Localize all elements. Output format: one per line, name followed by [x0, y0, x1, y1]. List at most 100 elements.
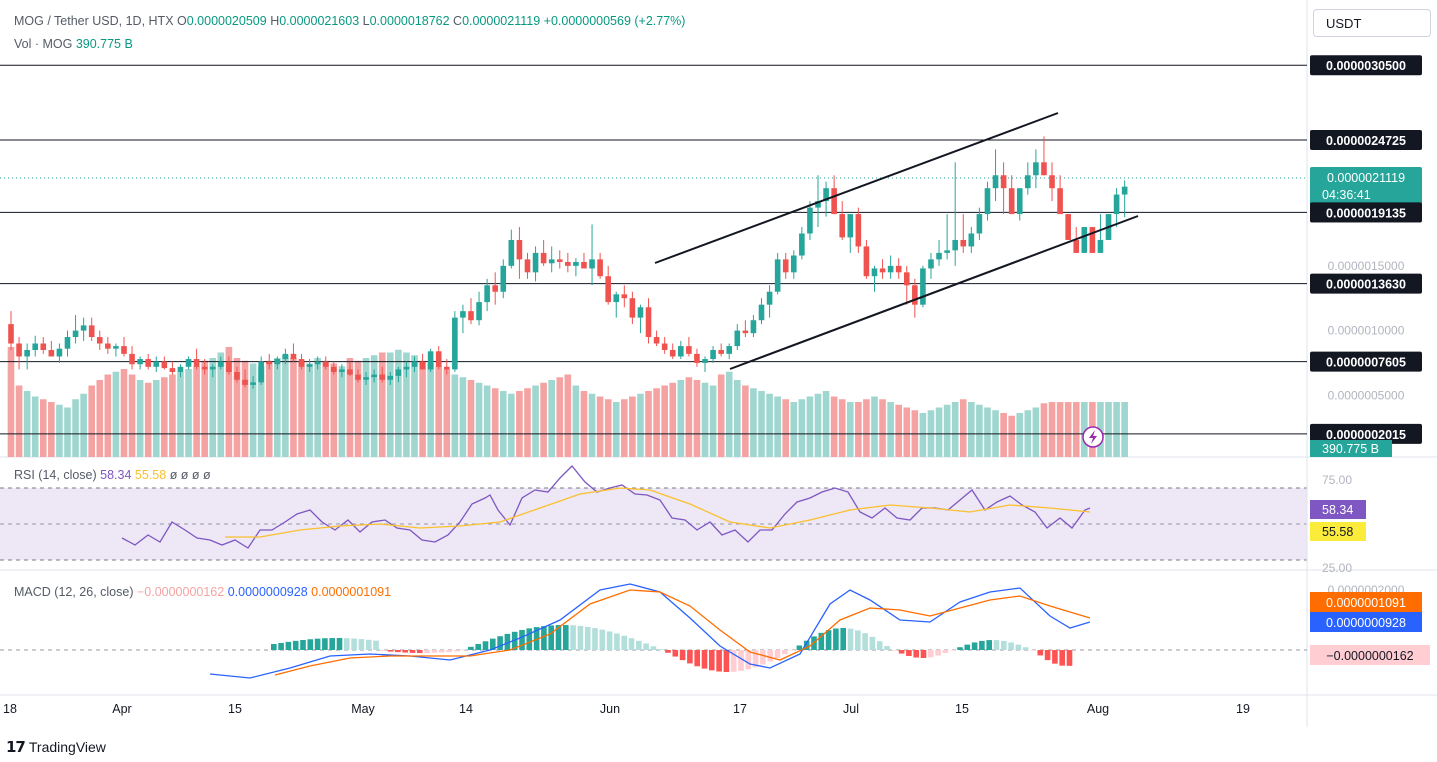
volume-bar	[951, 402, 959, 457]
macd-histogram-bar	[519, 629, 525, 650]
macd-histogram-bar	[621, 635, 627, 650]
level-badge	[1310, 55, 1422, 76]
rsi-value: 58.34	[100, 468, 132, 482]
candle	[855, 214, 862, 247]
volume-bar	[1056, 402, 1064, 457]
rsi-ma-value: 55.58	[134, 468, 167, 482]
volume-bar	[395, 349, 402, 457]
candle	[629, 298, 636, 318]
volume-bar	[225, 347, 233, 457]
rsi-ma-line	[225, 487, 1091, 538]
macd-histogram-bar	[745, 650, 752, 670]
macd-histogram-bar	[935, 650, 941, 656]
volume-bar	[661, 385, 668, 457]
candle	[1073, 239, 1080, 253]
candle	[823, 188, 829, 202]
candle	[669, 349, 676, 357]
macd-histogram-bar	[614, 633, 620, 650]
candle	[452, 317, 458, 370]
candle	[516, 239, 523, 260]
candle	[637, 307, 644, 318]
volume-bar	[984, 407, 991, 457]
volume-bar	[871, 396, 878, 457]
lightning-icon[interactable]	[1082, 426, 1104, 448]
channel-lower-line	[729, 215, 1139, 370]
candle	[500, 265, 507, 292]
candle	[847, 214, 854, 238]
volume-bar	[516, 391, 523, 457]
current-price-badge	[1310, 167, 1422, 205]
volume-bar	[790, 402, 798, 457]
macd-histogram-bar	[365, 639, 372, 650]
volume-bar	[604, 399, 612, 457]
candle	[306, 364, 313, 367]
tradingview-logo[interactable]: 𝟭𝟳 TradingView	[6, 738, 106, 756]
volume-bar	[31, 396, 39, 457]
volume-bar	[887, 402, 894, 457]
candle	[484, 285, 490, 303]
volume-bar	[56, 404, 63, 457]
candle	[56, 348, 63, 357]
volume-bar	[685, 377, 693, 457]
candle	[282, 353, 289, 360]
volume-bar	[499, 391, 507, 457]
candle	[48, 349, 55, 357]
macd-histogram-bar	[278, 642, 284, 650]
time-axis-label: 15	[955, 702, 969, 716]
macd-histogram-bar	[855, 630, 861, 650]
volume-bar	[427, 363, 434, 457]
candle	[427, 351, 434, 370]
candle	[161, 361, 168, 369]
volume-bar	[386, 352, 394, 457]
volume-bar	[314, 358, 321, 457]
candle	[556, 259, 563, 262]
volume-bar	[185, 369, 192, 457]
volume-bar	[419, 360, 426, 457]
volume-bar	[935, 407, 943, 457]
macd-histogram-bar	[913, 650, 919, 658]
candle	[387, 375, 394, 380]
high-value: 0.0000021603	[279, 14, 360, 28]
macd-histogram-bar	[417, 650, 423, 653]
volume-bar	[782, 399, 790, 457]
candle	[1033, 162, 1039, 176]
candle	[742, 330, 749, 334]
macd-histogram-bar	[964, 644, 971, 650]
volume-bar	[274, 358, 281, 457]
symbol-title[interactable]: MOG / Tether USD, 1D, HTX	[14, 14, 174, 28]
candle	[234, 371, 240, 380]
macd-histogram-bar	[752, 650, 759, 668]
candle	[113, 346, 119, 349]
candle	[879, 268, 886, 273]
volume-bar	[411, 355, 418, 457]
volume-bar	[48, 402, 55, 457]
macd-hist-value: −0.0000000162	[136, 585, 225, 599]
macd-signal-badge-text: 0.0000001091	[1326, 596, 1406, 610]
candle	[960, 239, 967, 247]
volume-badge	[1310, 440, 1392, 457]
volume-value: 390.775 B	[75, 37, 133, 51]
macd-histogram-bar	[300, 639, 306, 650]
candle	[1097, 239, 1104, 253]
volume-bar	[128, 374, 136, 457]
candle	[129, 353, 135, 365]
candle	[540, 252, 547, 264]
candle	[782, 259, 789, 273]
volume-bar	[798, 399, 806, 457]
macd-histogram-bar	[971, 642, 978, 650]
volume-bar	[370, 355, 378, 457]
currency-selector[interactable]: USDT	[1313, 9, 1431, 37]
level-badge	[1310, 273, 1422, 294]
candle	[1057, 188, 1063, 215]
macd-histogram-bar	[898, 650, 905, 654]
macd-histogram-bar	[490, 638, 496, 650]
volume-bar	[774, 396, 781, 457]
candle	[750, 320, 757, 334]
volume-bar	[104, 374, 112, 457]
level-badge-text: 0.0000013630	[1326, 278, 1406, 292]
macd-signal-badge	[1310, 592, 1422, 612]
candle	[831, 188, 837, 215]
time-axis-label: 19	[1236, 702, 1250, 716]
macd-histogram-bar	[796, 645, 803, 650]
